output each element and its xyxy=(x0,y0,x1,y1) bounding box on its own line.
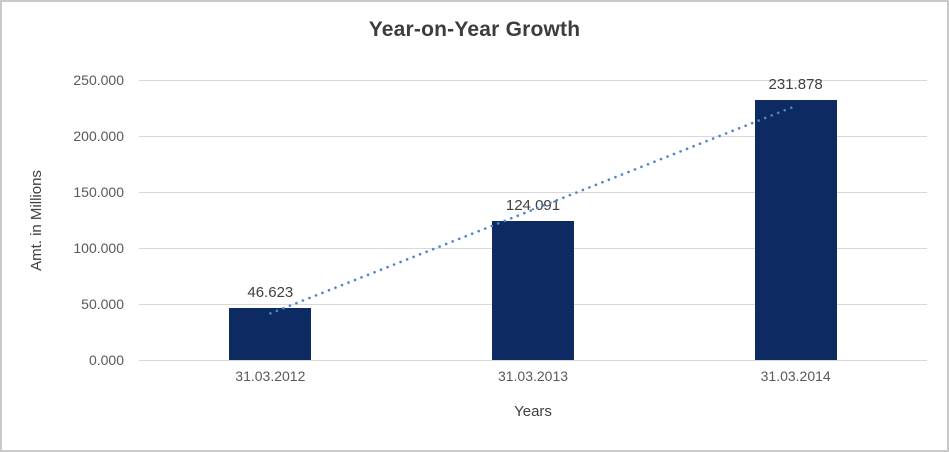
plot-area: 46.623 124.091 231.878 xyxy=(139,76,927,361)
gridline xyxy=(139,135,927,137)
chart-title: Year-on-Year Growth xyxy=(368,18,581,41)
bar xyxy=(229,307,312,360)
gridline xyxy=(139,191,927,193)
x-axis-title: Years xyxy=(514,403,552,420)
y-tick-label: 50.000 xyxy=(81,296,124,312)
bar-value-label: 46.623 xyxy=(247,283,294,301)
y-tick-label: 250.000 xyxy=(73,72,124,88)
y-axis-title: Amt. in Millions xyxy=(26,80,46,360)
bar-value-label: 231.878 xyxy=(768,76,823,94)
y-tick-label: 200.000 xyxy=(73,128,124,144)
y-tick-label: 100.000 xyxy=(73,240,124,256)
y-tick-label: 0.000 xyxy=(88,352,124,368)
gridline xyxy=(139,359,927,361)
bar xyxy=(754,100,837,360)
gridline xyxy=(139,79,927,81)
x-tick-label: 31.03.2013 xyxy=(497,368,569,384)
y-tick-label: 150.000 xyxy=(73,184,124,200)
bar-value-label: 124.091 xyxy=(505,197,561,215)
bar xyxy=(492,221,574,360)
x-tick-label: 31.03.2012 xyxy=(235,368,306,384)
x-tick-label: 31.03.2014 xyxy=(760,368,831,384)
trendline-path xyxy=(269,104,797,315)
trendline xyxy=(269,104,797,315)
